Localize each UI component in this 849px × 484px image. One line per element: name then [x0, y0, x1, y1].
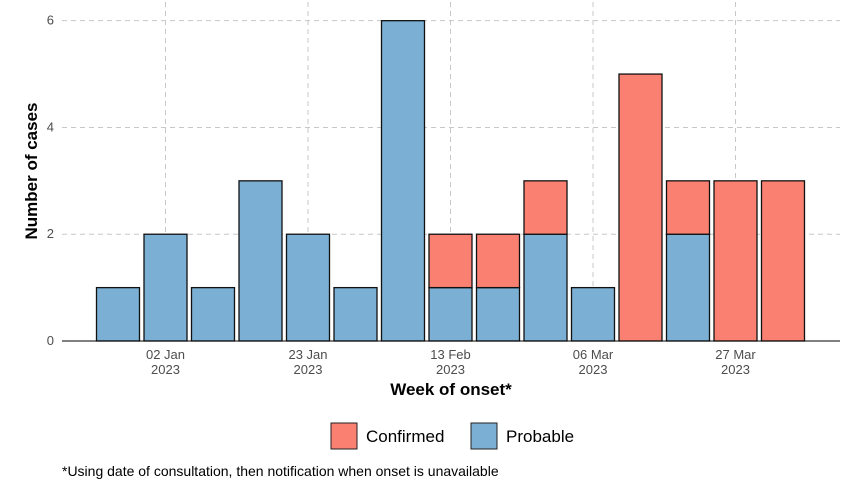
x-tick-label: 06 Mar [573, 347, 614, 362]
bar-confirmed [618, 73, 663, 342]
x-tick-year-label: 2023 [579, 362, 608, 377]
y-tick-label: 4 [47, 119, 54, 134]
bar-confirmed [475, 233, 521, 289]
x-tick-label: 23 Jan [288, 347, 327, 362]
bar-confirmed [523, 180, 568, 235]
x-tick-year-label: 2023 [721, 362, 750, 377]
legend: Confirmed Probable [330, 422, 574, 450]
x-tick-label: 02 Jan [146, 347, 185, 362]
y-tick-label: 0 [47, 333, 54, 348]
legend-swatch-confirmed [330, 422, 358, 450]
x-tick-year-label: 2023 [151, 362, 180, 377]
y-tick-label: 6 [47, 13, 54, 28]
x-tick-label: 13 Feb [430, 347, 470, 362]
bar-probable [380, 20, 426, 342]
bar-probable [665, 233, 711, 342]
bar-probable [333, 286, 378, 342]
legend-label-confirmed: Confirmed [366, 427, 444, 446]
bar-probable [238, 180, 283, 342]
y-tick-label: 2 [47, 226, 54, 241]
bar-confirmed [428, 233, 473, 289]
bars [62, 20, 840, 342]
bar-probable [143, 233, 188, 342]
bar-probable [95, 286, 141, 342]
x-tick-label: 27 Mar [715, 347, 756, 362]
y-axis-title: Number of cases [22, 103, 41, 240]
x-tick-year-label: 2023 [294, 362, 323, 377]
y-tick-labels: 0 2 4 6 [47, 13, 54, 348]
legend-label-probable: Probable [506, 427, 574, 446]
bar-probable [190, 286, 236, 342]
bar-probable [523, 233, 568, 342]
bar-probable [475, 286, 521, 342]
x-tick-year-label: 2023 [436, 362, 465, 377]
bar-confirmed [713, 180, 758, 342]
x-axis-title: Week of onset* [390, 380, 512, 399]
footnote: *Using date of consultation, then notifi… [62, 463, 499, 479]
legend-swatch-probable [470, 422, 498, 450]
bar-probable [285, 233, 331, 342]
bar-confirmed [760, 180, 806, 342]
bar-probable [570, 286, 616, 342]
bar-probable [428, 286, 473, 342]
bar-confirmed [665, 180, 711, 235]
